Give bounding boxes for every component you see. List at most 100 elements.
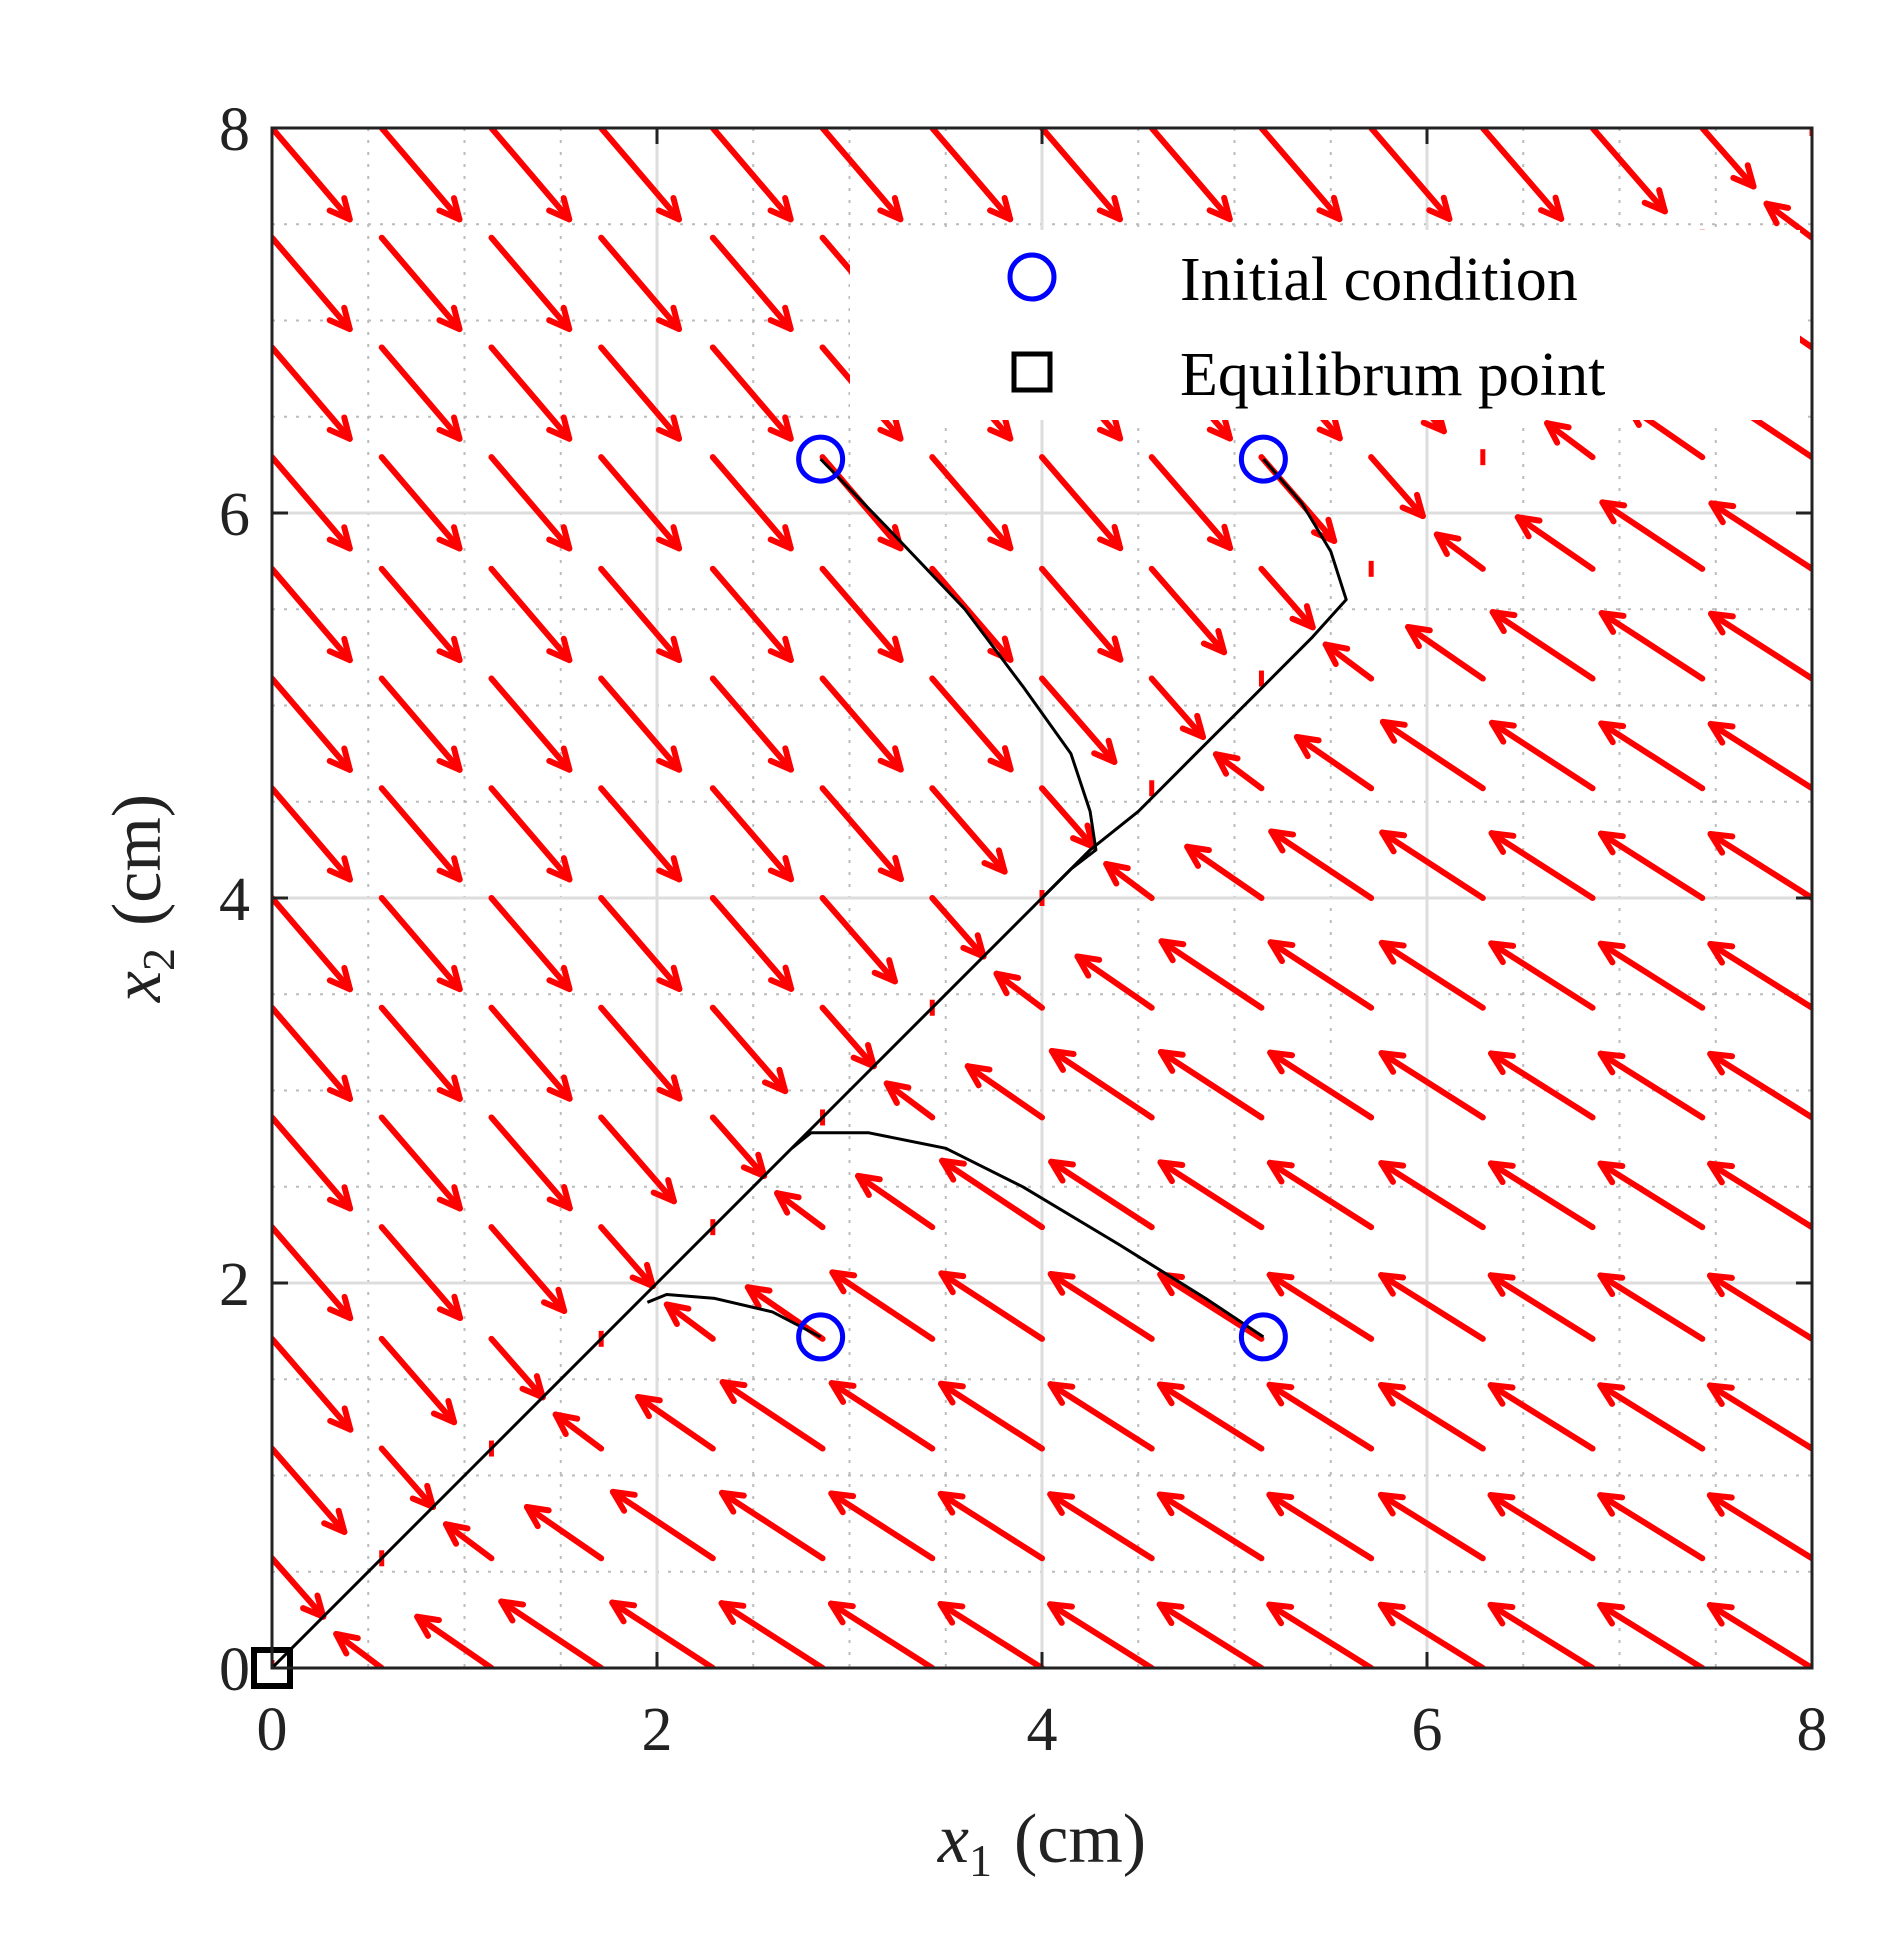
vector-arrow-head (436, 524, 463, 552)
vector-arrow (1699, 128, 1757, 190)
vector-arrow-head (829, 1269, 858, 1295)
vector-arrow-head (964, 1063, 993, 1089)
vector-arrow-head (436, 414, 463, 442)
vector-arrow-head (1487, 1160, 1516, 1186)
vector-arrow (488, 1335, 546, 1401)
vector-arrow (378, 565, 463, 664)
vector-arrow-head (768, 964, 795, 992)
vector-arrow-head (1200, 627, 1228, 656)
vector-arrow (272, 1335, 354, 1433)
vector-arrow (819, 128, 904, 223)
vector-arrow (378, 1004, 463, 1102)
vector-arrow (1708, 610, 1812, 682)
vector-arrow-head (436, 964, 463, 993)
vector-arrow-head (1091, 737, 1118, 765)
vector-arrow (1266, 1491, 1375, 1562)
vector-arrow-head (656, 745, 683, 773)
vector-arrow (1487, 1492, 1596, 1562)
vector-arrow (1266, 1159, 1375, 1231)
vector-arrow (1487, 1382, 1596, 1452)
vector-arrow-head (436, 195, 463, 223)
vector-arrow-head (436, 1293, 464, 1322)
legend-label-initial-condition: Initial condition (1180, 246, 1578, 314)
vector-arrow (1707, 1272, 1812, 1342)
vector-arrow-head (987, 194, 1014, 223)
vector-arrow (929, 454, 1014, 552)
vector-arrow (1597, 1492, 1706, 1562)
vector-arrow-head (1597, 1272, 1626, 1298)
vector-arrow-head (767, 524, 794, 552)
vector-arrow (1589, 128, 1668, 215)
vector-arrow (598, 1004, 683, 1102)
vector-arrow (709, 675, 794, 773)
vector-arrow-head (655, 414, 683, 442)
vector-arrow (1708, 500, 1812, 572)
vector-arrow-head (1047, 1271, 1076, 1296)
vector-arrow-head (1707, 1160, 1735, 1186)
vector-arrow-head (1597, 1050, 1626, 1076)
vector-arrow-head (939, 1157, 967, 1183)
x-axis-label-unit: (cm) (1014, 1801, 1146, 1878)
vector-arrow (1368, 128, 1453, 222)
vector-arrow (929, 785, 1008, 875)
vector-arrow (938, 1270, 1045, 1342)
vector-arrow (378, 454, 463, 552)
vector-arrow (378, 675, 463, 773)
vector-arrow (378, 128, 463, 223)
vector-arrow-head (546, 524, 573, 552)
vector-arrow (929, 128, 1014, 223)
vector-arrow-head (1377, 1491, 1406, 1517)
vector-arrow-head (546, 304, 573, 333)
vector-arrow (1379, 829, 1486, 901)
vector-arrow (488, 234, 573, 333)
vector-arrow (1488, 719, 1596, 792)
vector-arrow (272, 565, 353, 664)
vector-arrow (929, 675, 1014, 773)
vector-arrow (1488, 830, 1596, 901)
vector-arrow (1706, 1382, 1812, 1452)
vector-arrow-head (877, 195, 904, 223)
vector-arrow (488, 1224, 568, 1315)
legend-square-marker (1011, 351, 1053, 393)
vector-arrow-head (1157, 1048, 1186, 1074)
vector-arrow (1267, 939, 1375, 1011)
vector-arrow-head (1267, 939, 1296, 965)
vector-arrow (488, 128, 573, 223)
vector-arrow-head (1399, 491, 1426, 520)
vector-arrow (827, 1600, 936, 1668)
trajectory-line (1040, 458, 1348, 900)
vector-arrow-head (1487, 1492, 1516, 1517)
vector-arrow-head (938, 1380, 966, 1406)
vector-arrow (1148, 675, 1207, 741)
vector-arrow-head (546, 964, 573, 993)
vector-arrow (1598, 720, 1706, 792)
vector-arrow (1706, 1492, 1812, 1562)
y-tick-label: 4 (219, 866, 250, 934)
vector-arrow (1047, 1601, 1155, 1668)
vector-arrow (1156, 1491, 1265, 1562)
vector-arrow (1157, 1048, 1265, 1121)
vector-arrow-head (656, 964, 683, 992)
vector-arrow (1598, 610, 1706, 682)
vector-arrow (719, 1379, 826, 1452)
vector-arrow (552, 1411, 605, 1452)
vector-arrow-head (1405, 623, 1433, 650)
vector-arrow-head (1212, 751, 1241, 777)
vector-arrow (1267, 1049, 1375, 1121)
vector-arrow-head (987, 745, 1014, 773)
vector-arrow-head (1597, 1601, 1626, 1627)
vector-arrow (378, 895, 463, 993)
vector-arrow (598, 1114, 677, 1205)
vector-arrow-head (430, 1397, 458, 1426)
vector-arrow-head (1487, 1601, 1516, 1627)
vector-arrow (1487, 1601, 1596, 1668)
vector-arrow (1707, 1050, 1812, 1121)
vector-arrow-head (1047, 1601, 1075, 1626)
vector-arrow-head (326, 1184, 354, 1212)
vector-arrow (1597, 1160, 1706, 1231)
vector-arrow-head (1266, 1271, 1295, 1297)
vector-arrow (1405, 623, 1486, 682)
vector-arrow-head (1268, 828, 1297, 854)
vector-arrow-head (1289, 603, 1316, 631)
